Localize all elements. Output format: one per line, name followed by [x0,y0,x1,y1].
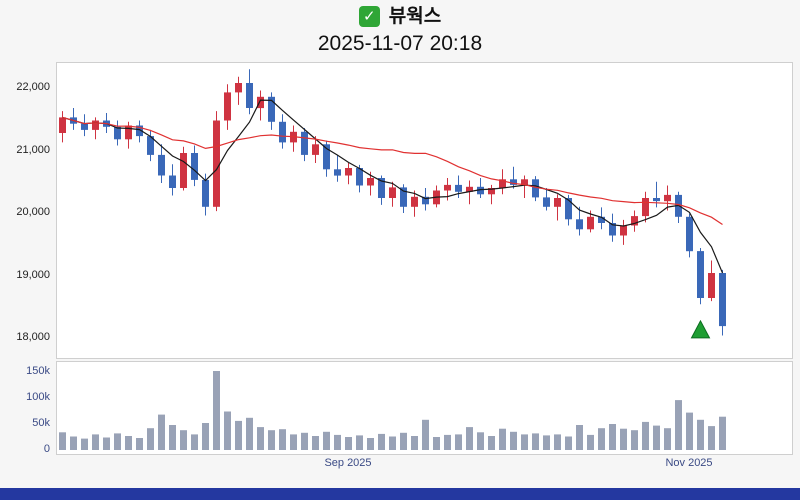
x-axis-label: Nov 2025 [665,457,713,469]
price-tick-label: 18,000 [16,331,50,343]
volume-tick-label: 150k [26,365,50,377]
price-tick-label: 20,000 [16,206,50,218]
symbol-title: 뷰웍스 [388,6,442,27]
chart-header: ✓ 뷰웍스 2025-11-07 20:18 [0,0,800,57]
price-chart-svg[interactable] [57,63,790,356]
price-chart-panel[interactable] [56,62,793,359]
volume-tick-label: 0 [43,443,50,455]
checkbox-icon: ✓ [358,6,380,28]
volume-tick-label: 100k [26,391,50,403]
timestamp-subtitle: 2025-11-07 20:18 [317,31,483,55]
chart-window: ✓ 뷰웍스 2025-11-07 20:18 22,000 21,000 20,00… [0,0,800,469]
volume-chart-svg[interactable] [57,362,790,452]
volume-tick-label: 50k [32,417,50,429]
x-axis-label: Sep 2025 [324,457,372,469]
price-tick-label: 21,000 [16,144,50,156]
title-row: ✓ 뷰웍스 [358,5,442,29]
bottom-strip [0,488,800,500]
volume-chart-panel[interactable] [56,361,793,455]
price-tick-label: 22,000 [16,81,50,93]
price-tick-label: 19,000 [16,269,50,281]
